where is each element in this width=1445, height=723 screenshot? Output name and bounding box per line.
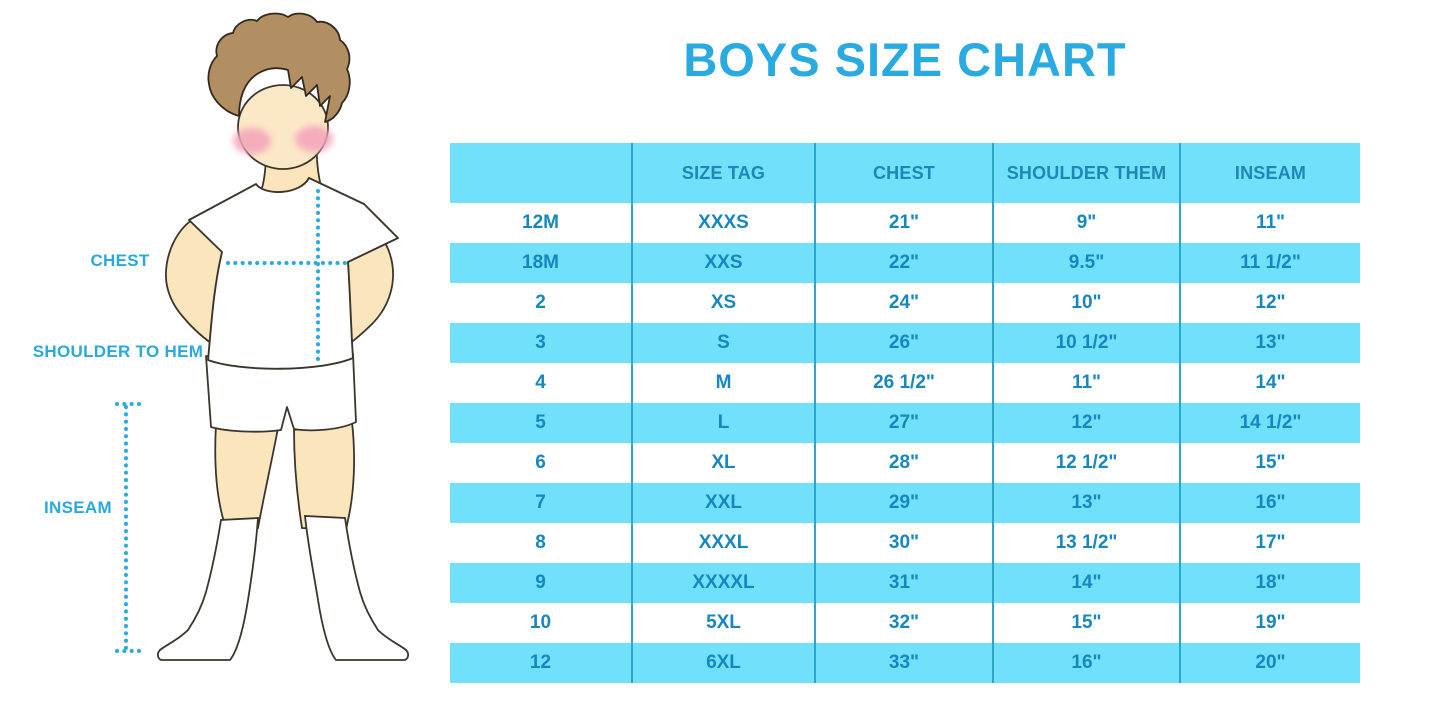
- table-cell: 11 1/2": [1179, 243, 1360, 283]
- row-size-label: 3: [450, 323, 632, 363]
- table-row: 3 S 26" 10 1/2" 13": [450, 323, 1360, 363]
- table-cell: XXXS: [631, 203, 815, 243]
- table-cell: 26 1/2": [814, 363, 993, 403]
- table-cell: S: [631, 323, 815, 363]
- table-cell: 12 1/2": [992, 443, 1180, 483]
- table-cell: 9.5": [992, 243, 1180, 283]
- label-shoulder-to-hem: SHOULDER TO HEM: [32, 342, 204, 361]
- table-cell: 11": [992, 363, 1180, 403]
- boy-right-leg: [293, 420, 355, 531]
- header-cell: INSEAM: [1179, 143, 1360, 203]
- boy-measurement-figure: CHEST SHOULDER TO HEM INSEAM: [0, 0, 450, 723]
- boy-right-sock: [303, 515, 410, 661]
- table-row: 7 XXL 29" 13" 16": [450, 483, 1360, 523]
- boy-left-leg: [214, 423, 280, 531]
- table-cell: 17": [1179, 523, 1360, 563]
- table-row: 18M XXS 22" 9.5" 11 1/2": [450, 243, 1360, 283]
- header-cell: SIZE TAG: [631, 143, 815, 203]
- table-cell: 11": [1179, 203, 1360, 243]
- table-cell: 21": [814, 203, 993, 243]
- table-row: 10 5XL 32" 15" 19": [450, 603, 1360, 643]
- table-cell: 22": [814, 243, 993, 283]
- table-row: 2 XS 24" 10" 12": [450, 283, 1360, 323]
- boy-illustration: [115, 12, 410, 661]
- row-size-label: 4: [535, 372, 546, 393]
- table-row: 9 XXXXL 31" 14" 18": [450, 563, 1360, 603]
- table-cell: 24": [814, 283, 993, 323]
- table-cell: L: [631, 403, 815, 443]
- table-cell: 19": [1179, 603, 1360, 643]
- table-cell: 28": [814, 443, 993, 483]
- row-size-label: 12: [450, 643, 632, 683]
- table-row: 8 XXXL 30" 13 1/2" 17": [450, 523, 1360, 563]
- boy-left-sock: [156, 517, 259, 661]
- table-cell: 26": [814, 323, 993, 363]
- table-row: 4 M 26 1/2" 11" 14": [450, 363, 1360, 403]
- label-inseam: INSEAM: [44, 498, 112, 517]
- table-cell: 16": [992, 643, 1180, 683]
- table-cell: 6XL: [631, 643, 815, 683]
- boy-shirt: [188, 177, 399, 370]
- table-cell: XXXL: [631, 523, 815, 563]
- table-cell: 20": [1179, 643, 1360, 683]
- table-cell: XXL: [631, 483, 815, 523]
- table-cell: 13": [1179, 323, 1360, 363]
- table-cell: 15": [992, 603, 1180, 643]
- table-cell: 10": [992, 283, 1180, 323]
- blush-left-cheek: [233, 128, 271, 154]
- table-cell: 18": [1179, 563, 1360, 603]
- table-cell: M: [631, 363, 815, 403]
- table-cell: 14": [992, 563, 1180, 603]
- table-cell: XXS: [631, 243, 815, 283]
- table-cell: 15": [1179, 443, 1360, 483]
- row-size-label: 12M: [522, 212, 559, 233]
- label-chest: CHEST: [90, 251, 150, 270]
- table-cell: 27": [814, 403, 993, 443]
- table-cell: 10 1/2": [992, 323, 1180, 363]
- row-size-label: 10: [529, 612, 552, 633]
- boy-hair: [207, 12, 351, 123]
- table-cell: 32": [814, 603, 993, 643]
- header-cell-blank: [450, 143, 632, 203]
- table-cell: 12": [1179, 283, 1360, 323]
- table-cell: XL: [631, 443, 815, 483]
- table-cell: 13 1/2": [992, 523, 1180, 563]
- table-row: 5 L 27" 12" 14 1/2": [450, 403, 1360, 443]
- table-cell: XS: [631, 283, 815, 323]
- size-table: SIZE TAG CHEST SHOULDER THEM INSEAM 12M XXXS…: [450, 143, 1360, 683]
- blush-right-cheek: [295, 126, 333, 152]
- table-cell: 14 1/2": [1179, 403, 1360, 443]
- table-row: 12M XXXS 21" 9" 11": [450, 203, 1360, 243]
- table-cell: 5XL: [631, 603, 815, 643]
- size-table-header-row: SIZE TAG CHEST SHOULDER THEM INSEAM: [450, 143, 1360, 203]
- table-cell: 16": [1179, 483, 1360, 523]
- table-row: 12 6XL 33" 16" 20": [450, 643, 1360, 683]
- table-cell: 33": [814, 643, 993, 683]
- row-size-label: 9: [450, 563, 632, 603]
- row-size-label: 2: [535, 292, 546, 313]
- table-cell: 12": [992, 403, 1180, 443]
- row-size-label: 5: [450, 403, 632, 443]
- header-cell: CHEST: [814, 143, 993, 203]
- table-cell: 13": [992, 483, 1180, 523]
- table-cell: 30": [814, 523, 993, 563]
- page-title: BOYS SIZE CHART: [683, 33, 1127, 86]
- table-cell: 9": [992, 203, 1180, 243]
- table-row: 6 XL 28" 12 1/2" 15": [450, 443, 1360, 483]
- table-cell: XXXXL: [631, 563, 815, 603]
- row-size-label: 7: [450, 483, 632, 523]
- table-cell: 14": [1179, 363, 1360, 403]
- row-size-label: 18M: [450, 243, 632, 283]
- table-cell: 29": [814, 483, 993, 523]
- header-cell: SHOULDER THEM: [992, 143, 1180, 203]
- table-cell: 31": [814, 563, 993, 603]
- row-size-label: 6: [535, 452, 546, 473]
- row-size-label: 8: [535, 532, 546, 553]
